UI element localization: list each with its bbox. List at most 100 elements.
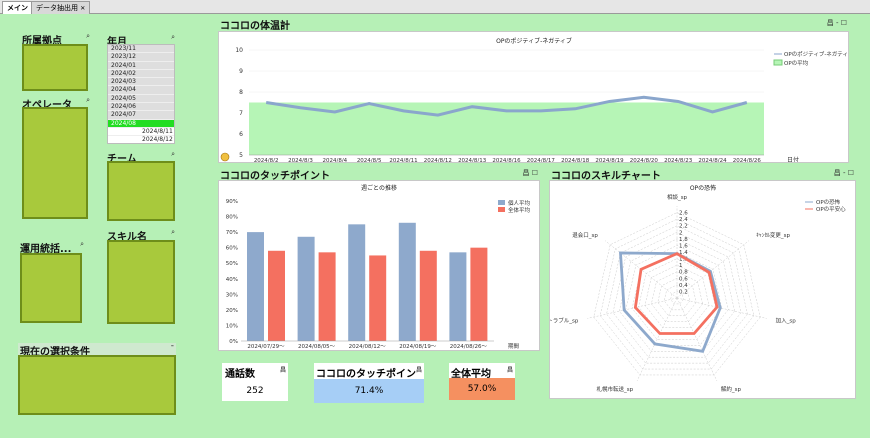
year-item[interactable]: 2024/08 <box>108 119 174 128</box>
tab-close-icon[interactable]: ✕ <box>80 5 86 12</box>
legend-swatch <box>498 207 505 212</box>
ops-listbox[interactable] <box>20 253 82 323</box>
year-item[interactable]: 2024/05 <box>108 94 174 104</box>
panel-controls[interactable]: 昌 ☐ <box>522 169 538 177</box>
year-item[interactable]: 2023/12 <box>108 53 174 62</box>
current-selection: 現在の選択条件 - <box>18 341 176 415</box>
sheet-tabbar: メイン データ抽出用 ✕ <box>0 0 870 14</box>
year-item[interactable]: 2023/11 <box>108 45 174 54</box>
year-item[interactable]: 2024/8/11 <box>108 127 174 137</box>
axis-label: 退会口_sp <box>572 231 598 239</box>
kpi-icon[interactable]: 昌 <box>506 367 513 374</box>
thermometer-chart: OPのポジティブ-ネガティブ 5 6 7 8 9 10 2024/8/2 2024/8/3 202… <box>218 31 849 163</box>
radar-gridline <box>599 218 755 370</box>
y-tick-label: 10 <box>235 47 243 54</box>
calls-kpi: 通話数 昌 252 <box>222 363 288 401</box>
x-axis-label: 期間 <box>508 343 520 350</box>
y-tick-label: 90% <box>226 199 238 205</box>
r-tick-label: 1.6 <box>679 243 688 249</box>
panel-controls[interactable]: 昌 - ☐ <box>833 169 854 177</box>
year-item[interactable]: 2024/01 <box>108 61 174 70</box>
x-axis-label: 日付 <box>787 156 799 163</box>
search-icon[interactable]: ⌕ <box>80 240 84 248</box>
operator-title: オペレータ <box>22 100 72 111</box>
search-icon[interactable]: ⌕ <box>171 150 175 158</box>
r-tick-label: 2.2 <box>679 224 688 230</box>
radar-gridline <box>651 271 703 322</box>
legend-swatch <box>498 200 505 205</box>
skill-listbox[interactable] <box>107 240 175 324</box>
minimize-icon[interactable]: - <box>170 341 174 351</box>
search-icon[interactable]: ⌕ <box>171 33 175 41</box>
year-item[interactable]: 2024/06 <box>108 103 174 112</box>
bar <box>268 250 285 341</box>
x-tick-label: 2024/08/05～ <box>298 344 336 350</box>
y-tick-label: 20% <box>226 308 238 314</box>
year-item[interactable]: 2024/8/12 <box>108 136 174 143</box>
radar-axis <box>676 240 750 299</box>
radar-axis <box>676 297 767 319</box>
y-tick-label: 40% <box>226 277 238 283</box>
ops-title: 運用統括... <box>20 244 72 255</box>
axis-label: 解約_sp <box>721 385 742 393</box>
selection-area <box>18 355 176 415</box>
panel-controls[interactable]: 昌 - ☐ <box>826 19 847 27</box>
chart-title: 週ごとの推移 <box>361 184 397 192</box>
bar <box>297 236 315 341</box>
y-tick-label: 60% <box>226 246 238 252</box>
axis-label: 規制トラブル_sp <box>549 317 579 325</box>
x-tick-label: 2024/8/16 <box>492 158 521 163</box>
axis-label: ｷｬﾝｾﾙ変更_sp <box>756 231 790 239</box>
x-tick-label: 2024/8/26 <box>733 158 762 163</box>
r-tick-label: 1.8 <box>679 237 688 243</box>
radar-gridline <box>612 232 742 358</box>
touch-kpi: ココロのタッチポイント 昌 71.4% <box>314 363 424 403</box>
radar-gridline <box>644 264 710 328</box>
tab-main[interactable]: メイン <box>2 1 33 14</box>
bar <box>449 252 467 341</box>
year-item[interactable]: 2024/03 <box>108 78 174 87</box>
team-filter: チーム ⌕ <box>107 150 175 222</box>
touchpoint-panel: ココロのタッチポイント 昌 ☐ 週ごとの推移 0% 10% 20% 30% 40% 50% 6… <box>218 167 540 351</box>
year-item[interactable]: 2024/04 <box>108 86 174 95</box>
y-tick-label: 6 <box>239 131 243 138</box>
year-listbox[interactable]: 2023/11 2023/12 2024/01 2024/02 2024/03 2024/… <box>107 44 175 144</box>
x-tick-label: 2024/8/3 <box>288 158 313 163</box>
year-item[interactable]: 2024/02 <box>108 69 174 79</box>
r-tick-label: 2 <box>679 230 683 236</box>
avg-kpi: 全体平均 昌 57.0% <box>449 363 515 400</box>
calls-value: 252 <box>246 386 264 396</box>
radar-gridline <box>657 278 697 316</box>
y-tick-label: 0% <box>229 339 238 345</box>
kpi-icon[interactable]: 昌 <box>279 367 286 374</box>
radar-gridline <box>625 245 729 346</box>
search-icon[interactable]: ⌕ <box>86 32 90 40</box>
avg-label: 全体平均 <box>451 369 491 380</box>
operator-listbox[interactable] <box>22 107 88 219</box>
y-tick-label: 50% <box>226 261 238 267</box>
r-tick-label: 1.4 <box>679 250 688 256</box>
search-icon[interactable]: ⌕ <box>171 228 175 236</box>
location-title: 所属拠点 <box>22 36 62 47</box>
bar <box>419 250 437 341</box>
year-filter: 年月 ⌕ <box>107 33 175 145</box>
x-tick-label: 2024/8/19 <box>595 158 624 163</box>
axis-label: 加入_sp <box>776 317 797 325</box>
location-listbox[interactable] <box>22 44 88 91</box>
tab-data-extraction[interactable]: データ抽出用 ✕ <box>31 1 91 14</box>
year-item[interactable]: 2024/07 <box>108 111 174 120</box>
selection-title: 現在の選択条件 <box>20 347 90 358</box>
search-icon[interactable]: ⌕ <box>86 96 90 104</box>
legend-label: 全体平均 <box>508 206 531 214</box>
x-tick-label: 2024/8/5 <box>357 158 382 163</box>
touchpoint-chart: 週ごとの推移 0% 10% 20% 30% 40% 50% 60% 70% 80% 90% 2024/… <box>218 180 540 351</box>
team-listbox[interactable] <box>107 161 175 221</box>
kpi-icon[interactable]: 昌 <box>415 367 422 374</box>
legend-label: OPのポジティブ-ネガティブ <box>784 50 849 58</box>
x-tick-label: 2024/8/20 <box>630 158 659 163</box>
chart-title: OPの恐怖 <box>690 184 716 192</box>
x-tick-label: 2024/8/13 <box>458 158 487 163</box>
chart-options-icon <box>220 152 230 162</box>
x-tick-label: 2024/08/26～ <box>450 344 488 350</box>
r-tick-label: 2.4 <box>679 217 688 223</box>
